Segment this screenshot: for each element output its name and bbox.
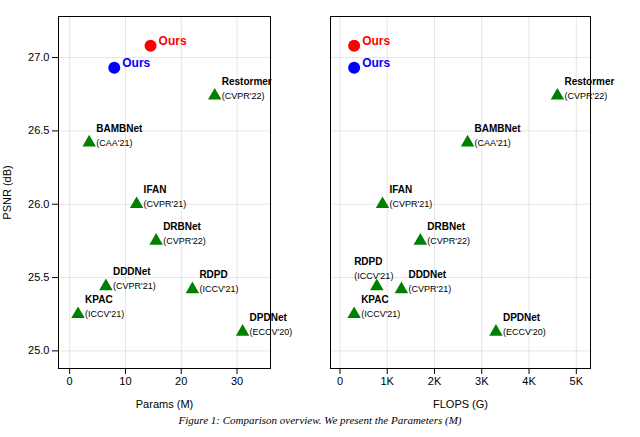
svg-text:(CVPR'21): (CVPR'21) xyxy=(113,281,156,291)
svg-text:KPAC: KPAC xyxy=(361,294,389,305)
svg-text:PSNR (dB): PSNR (dB) xyxy=(1,165,13,219)
svg-text:(ECCV'20): (ECCV'20) xyxy=(503,327,546,337)
svg-text:(CAA'21): (CAA'21) xyxy=(96,138,132,148)
svg-text:Ours: Ours xyxy=(362,56,390,70)
svg-text:(CVPR'22): (CVPR'22) xyxy=(163,236,206,246)
svg-text:27.0: 27.0 xyxy=(28,51,49,63)
svg-text:Restormer: Restormer xyxy=(222,76,272,87)
svg-text:DPDNet: DPDNet xyxy=(503,312,541,323)
svg-text:RDPD: RDPD xyxy=(199,269,227,280)
svg-text:26.5: 26.5 xyxy=(28,124,49,136)
svg-text:3K: 3K xyxy=(475,375,489,387)
svg-text:20: 20 xyxy=(175,375,187,387)
svg-text:FLOPS (G): FLOPS (G) xyxy=(433,398,488,410)
svg-text:(ECCV'20): (ECCV'20) xyxy=(250,327,293,337)
svg-text:IFAN: IFAN xyxy=(390,184,413,195)
html-text:Figure 1: Comparison overview.: Figure 1: Comparison overview. We presen… xyxy=(178,414,462,426)
svg-text:1K: 1K xyxy=(380,375,394,387)
svg-text:26.0: 26.0 xyxy=(28,198,49,210)
svg-text:0: 0 xyxy=(67,375,73,387)
svg-text:BAMBNet: BAMBNet xyxy=(475,123,522,134)
svg-text:RDPD: RDPD xyxy=(354,256,382,267)
svg-text:Ours: Ours xyxy=(159,34,187,48)
svg-text:10: 10 xyxy=(119,375,131,387)
svg-text:(ICCV'21): (ICCV'21) xyxy=(85,309,124,319)
svg-text:IFAN: IFAN xyxy=(144,184,167,195)
svg-text:5K: 5K xyxy=(570,375,584,387)
svg-text:25.5: 25.5 xyxy=(28,271,49,283)
svg-text:DDDNet: DDDNet xyxy=(408,269,446,280)
svg-text:Ours: Ours xyxy=(122,56,150,70)
svg-text:DRBNet: DRBNet xyxy=(427,221,465,232)
svg-text:Params (M): Params (M) xyxy=(136,398,193,410)
svg-text:30: 30 xyxy=(231,375,243,387)
svg-text:(ICCV'21): (ICCV'21) xyxy=(361,309,400,319)
svg-text:4K: 4K xyxy=(522,375,536,387)
svg-text:Ours: Ours xyxy=(362,34,390,48)
svg-text:DDDNet: DDDNet xyxy=(113,266,151,277)
svg-text:DRBNet: DRBNet xyxy=(163,221,201,232)
svg-text:Restormer: Restormer xyxy=(564,76,614,87)
svg-text:(CVPR'21): (CVPR'21) xyxy=(390,199,433,209)
svg-text:(ICCV'21): (ICCV'21) xyxy=(354,271,393,281)
svg-text:2K: 2K xyxy=(428,375,442,387)
svg-text:(CAA'21): (CAA'21) xyxy=(475,138,511,148)
svg-text:DPDNet: DPDNet xyxy=(250,312,288,323)
svg-text:KPAC: KPAC xyxy=(85,294,113,305)
svg-text:(CVPR'21): (CVPR'21) xyxy=(144,199,187,209)
svg-text:0: 0 xyxy=(337,375,343,387)
svg-text:(CVPR'22): (CVPR'22) xyxy=(564,91,607,101)
svg-text:BAMBNet: BAMBNet xyxy=(96,123,143,134)
svg-text:25.0: 25.0 xyxy=(28,344,49,356)
svg-text:(CVPR'22): (CVPR'22) xyxy=(222,91,265,101)
svg-text:(CVPR'22): (CVPR'22) xyxy=(427,236,470,246)
svg-text:(ICCV'21): (ICCV'21) xyxy=(199,284,238,294)
svg-text:(CVPR'21): (CVPR'21) xyxy=(408,284,451,294)
